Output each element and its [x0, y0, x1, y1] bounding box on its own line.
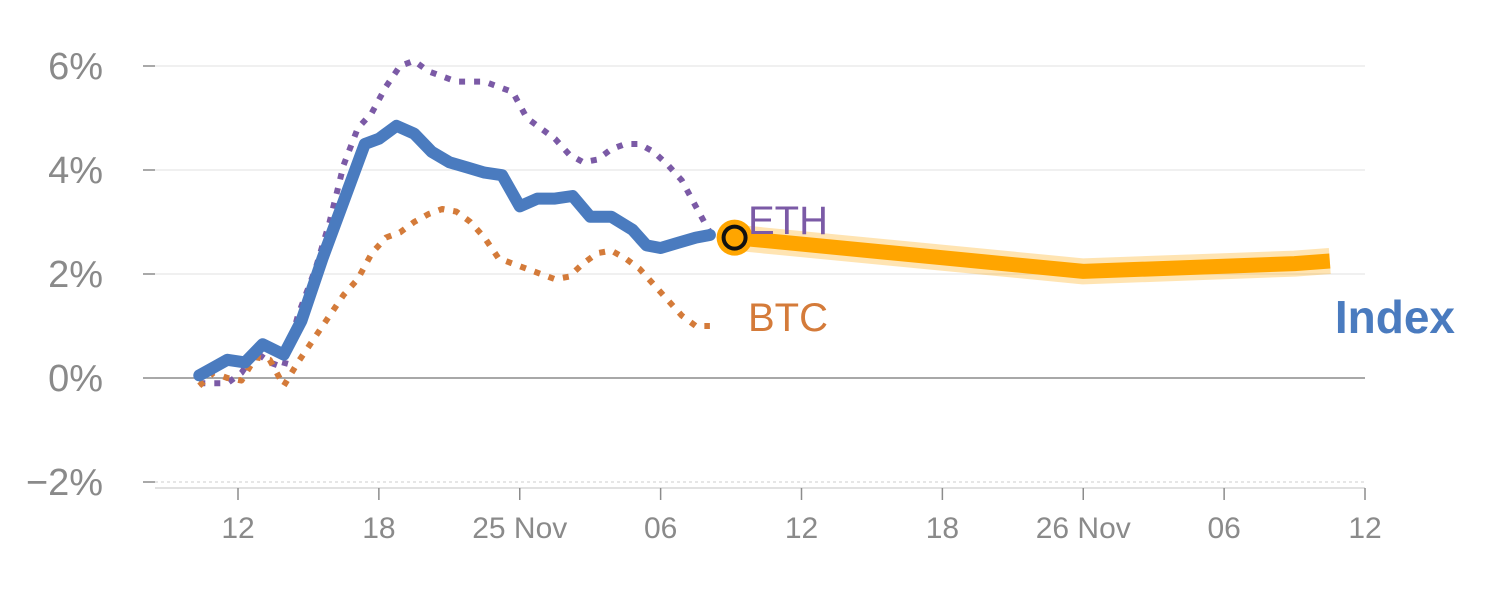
current-point-marker [721, 224, 748, 251]
eth-label: ETH [748, 199, 828, 243]
btc-label: BTC [748, 296, 828, 340]
y-axis: −2% 0% 2% 4% 6% [26, 46, 155, 504]
x-tick-label: 12 [221, 512, 254, 545]
x-tick-label: 18 [926, 512, 959, 545]
y-tick-label: 0% [48, 358, 103, 400]
x-tick-label: 25 Nov [472, 512, 567, 545]
x-tick-label: 12 [1348, 512, 1381, 545]
y-tick-label: 4% [48, 150, 103, 192]
series-labels: ETH BTC Index [748, 199, 1455, 343]
series-lines [193, 57, 1331, 389]
x-tick-label: 18 [362, 512, 395, 545]
index-line [193, 119, 716, 382]
y-tick-label: 6% [48, 46, 103, 88]
x-axis: 12 18 25 Nov 06 12 18 26 Nov 06 12 [155, 487, 1382, 545]
x-tick-label: 06 [1207, 512, 1240, 545]
btc-line [197, 206, 710, 389]
y-tick-label: −2% [26, 462, 103, 504]
index-label: Index [1335, 291, 1456, 343]
eth-line [199, 57, 713, 387]
x-tick-label: 06 [644, 512, 677, 545]
index-projection-line [733, 230, 1331, 279]
x-tick-label: 26 Nov [1036, 512, 1131, 545]
y-tick-label: 2% [48, 254, 103, 296]
x-tick-label: 12 [785, 512, 818, 545]
